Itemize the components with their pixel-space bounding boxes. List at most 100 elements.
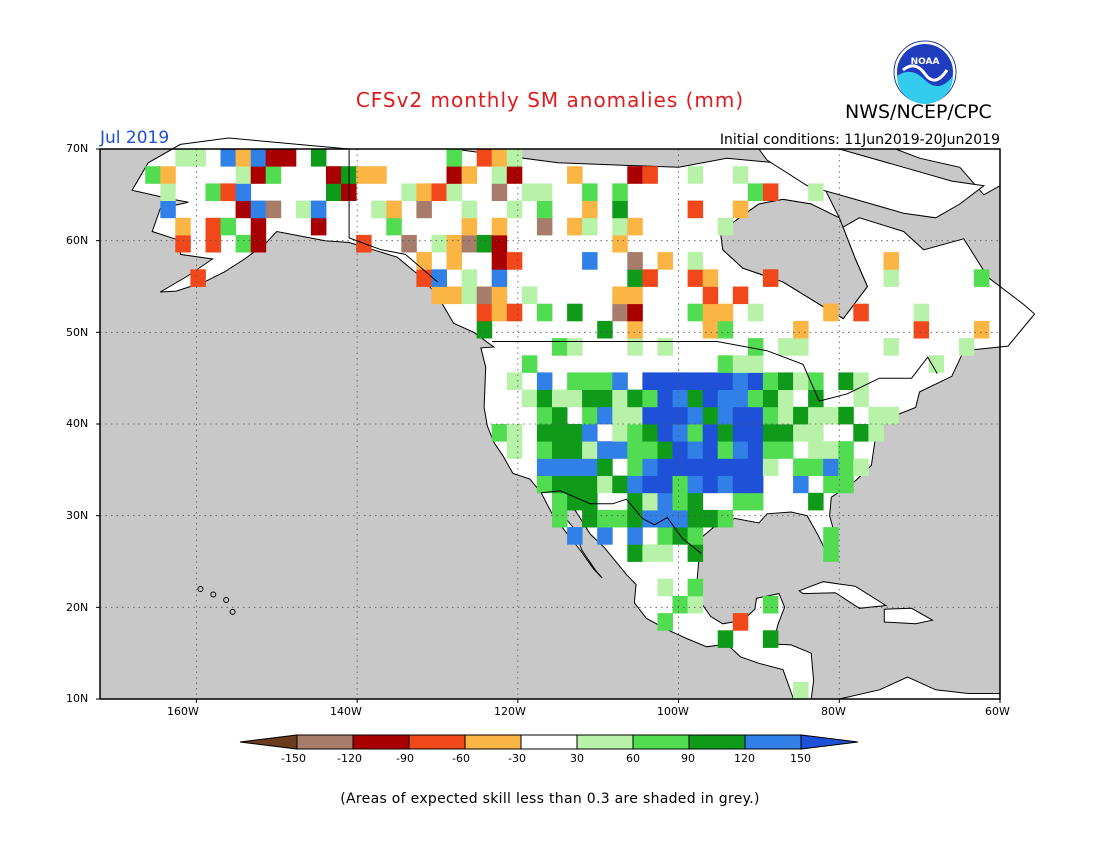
anomaly-cell (808, 458, 824, 476)
anomaly-cell (687, 492, 704, 511)
anomaly-cell (597, 509, 613, 528)
anomaly-cell (717, 424, 734, 442)
anomaly-cell (612, 234, 628, 253)
anomaly-cell (265, 149, 282, 167)
anomaly-cell (597, 458, 613, 476)
anomaly-cell (461, 200, 478, 219)
anomaly-cell (536, 389, 553, 408)
anomaly-cell (717, 630, 734, 648)
anomaly-cell (702, 406, 719, 425)
anomaly-cell (672, 509, 688, 528)
anomaly-cell (717, 441, 734, 459)
colorbar-swatch (352, 734, 410, 750)
anomaly-cell (747, 183, 764, 201)
anomaly-cell (567, 458, 583, 476)
anomaly-cell (702, 269, 719, 287)
anomaly-cell (250, 149, 267, 167)
colorbar-swatch (296, 734, 354, 750)
anomaly-cell (627, 527, 643, 545)
anomaly-cell (808, 424, 824, 442)
colorbar-label: -90 (396, 752, 414, 765)
anomaly-cell (567, 441, 583, 459)
anomaly-cell (687, 200, 704, 219)
anomaly-cell (642, 166, 658, 184)
anomaly-cell (642, 372, 658, 390)
anomaly-cell (913, 320, 930, 339)
anomaly-cell (597, 527, 613, 545)
colorbar-label: -30 (508, 752, 526, 765)
anomaly-cell (687, 252, 704, 270)
colorbar (239, 734, 859, 750)
anomaly-cell (702, 389, 719, 408)
anomaly-cell (521, 389, 538, 408)
anomaly-cell (506, 200, 523, 219)
anomaly-cell (642, 475, 658, 494)
agency-label: NWS/NCEP/CPC (845, 101, 992, 123)
anomaly-cell (160, 166, 176, 184)
anomaly-cell (657, 578, 673, 597)
cuba-land (798, 581, 888, 609)
anomaly-cell (808, 441, 824, 459)
anomaly-cell (597, 372, 613, 390)
anomaly-cell (672, 389, 688, 408)
anomaly-cell (672, 406, 688, 425)
anomaly-cell (461, 286, 478, 305)
colorbar-label: 90 (681, 752, 695, 765)
anomaly-cell (687, 424, 704, 442)
anomaly-cell (778, 338, 794, 356)
anomaly-cell (732, 372, 749, 390)
anomaly-cell (627, 424, 643, 442)
anomaly-cell (476, 286, 493, 305)
anomaly-cell (476, 149, 493, 167)
anomaly-cell (823, 406, 839, 425)
anomaly-cell (702, 475, 719, 494)
anomaly-cell (552, 441, 568, 459)
anomaly-cell (567, 492, 583, 511)
anomaly-cell (521, 183, 538, 201)
anomaly-cell (536, 475, 553, 494)
colorbar-swatch (464, 734, 522, 750)
lon-label: 60W (985, 705, 1010, 718)
anomaly-cell (612, 286, 628, 305)
anomaly-cell (280, 149, 297, 167)
anomaly-cell (250, 166, 267, 184)
anomaly-cell (552, 406, 568, 425)
anomaly-cell (552, 389, 568, 408)
anomaly-cell (958, 338, 975, 356)
anomaly-cell (823, 527, 839, 545)
anomaly-cell (642, 544, 658, 562)
anomaly-cell (552, 424, 568, 442)
anomaly-cell (567, 475, 583, 494)
anomaly-cell (838, 372, 854, 390)
anomaly-cell (702, 441, 719, 459)
anomaly-cell (506, 149, 523, 167)
anomaly-cell (627, 406, 643, 425)
anomaly-cell (823, 441, 839, 459)
anomaly-cell (627, 458, 643, 476)
anomaly-cell (747, 424, 764, 442)
anomaly-cell (582, 183, 598, 201)
anomaly-cell (461, 166, 478, 184)
anomaly-cell (717, 458, 734, 476)
anomaly-cell (642, 492, 658, 511)
hawaii-island (229, 608, 236, 615)
anomaly-cell (416, 200, 432, 219)
lon-label: 140W (330, 705, 362, 718)
anomaly-cell (823, 475, 839, 494)
anomaly-cell (853, 389, 869, 408)
anomaly-cell (642, 389, 658, 408)
anomaly-cell (582, 406, 598, 425)
anomaly-cell (657, 389, 673, 408)
anomaly-cell (747, 355, 764, 373)
anomaly-cell (702, 424, 719, 442)
anomaly-cell (446, 286, 462, 305)
anomaly-cell (326, 166, 342, 184)
lat-label: 20N (66, 601, 89, 614)
anomaly-cell (612, 389, 628, 408)
anomaly-cell (762, 458, 779, 476)
anomaly-cell (265, 200, 282, 219)
anomaly-cell (747, 492, 764, 511)
anomaly-cell (732, 458, 749, 476)
anomaly-cell (506, 424, 523, 442)
anomaly-cell (793, 406, 809, 425)
